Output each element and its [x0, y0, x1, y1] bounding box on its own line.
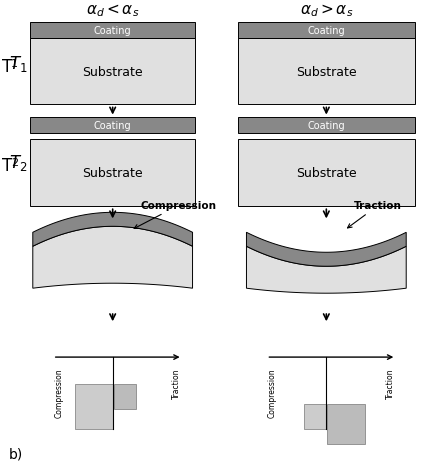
Text: $\alpha_d < \alpha_s$: $\alpha_d < \alpha_s$ [86, 2, 139, 19]
Text: Traction: Traction [347, 201, 402, 228]
Text: Substrate: Substrate [82, 167, 143, 180]
Bar [114, 384, 136, 409]
Bar [30, 118, 195, 134]
Polygon shape [247, 247, 406, 294]
Text: 1: 1 [11, 59, 18, 69]
Polygon shape [33, 227, 193, 288]
Bar [238, 118, 415, 134]
Text: T: T [2, 58, 12, 76]
Text: Coating: Coating [94, 25, 131, 36]
Text: Compression: Compression [54, 367, 63, 417]
Text: Substrate: Substrate [82, 65, 143, 78]
Bar [304, 404, 326, 429]
Bar [238, 38, 415, 105]
Text: Coating: Coating [307, 121, 345, 131]
Text: Compression: Compression [134, 201, 217, 229]
Text: $T_1$: $T_1$ [9, 54, 28, 74]
Bar [30, 23, 195, 38]
Text: Traction: Traction [386, 367, 395, 398]
Bar [30, 38, 195, 105]
Text: b): b) [8, 447, 23, 461]
Text: Coating: Coating [94, 121, 131, 131]
Polygon shape [33, 213, 193, 247]
Text: $\alpha_d > \alpha_s$: $\alpha_d > \alpha_s$ [300, 2, 353, 19]
Bar [30, 140, 195, 207]
Polygon shape [247, 233, 406, 267]
Bar [75, 384, 113, 429]
Text: Coating: Coating [307, 25, 345, 36]
Bar [327, 404, 365, 444]
Bar [238, 23, 415, 38]
Text: Substrate: Substrate [296, 65, 357, 78]
Text: Substrate: Substrate [296, 167, 357, 180]
Text: Traction: Traction [172, 367, 181, 398]
Text: 2: 2 [11, 157, 18, 168]
Bar [238, 140, 415, 207]
Text: Compression: Compression [268, 367, 277, 417]
Text: $T_2$: $T_2$ [9, 153, 28, 173]
Text: T: T [2, 156, 12, 175]
